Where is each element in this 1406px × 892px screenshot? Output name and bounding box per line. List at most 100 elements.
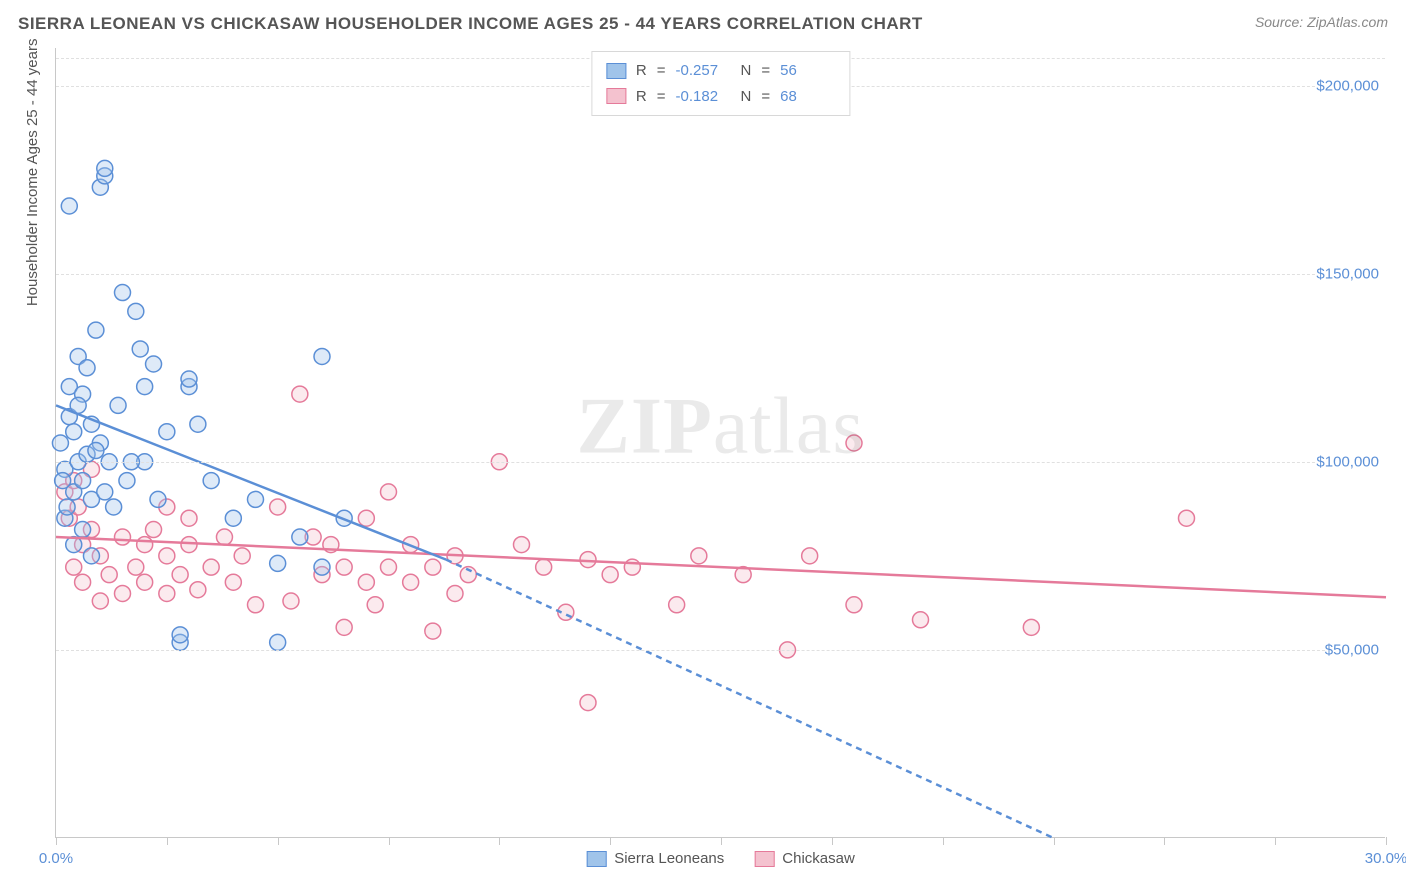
data-point: [669, 597, 685, 613]
data-point: [52, 435, 68, 451]
data-point: [602, 567, 618, 583]
x-tick: [1054, 837, 1055, 845]
data-point: [119, 473, 135, 489]
data-point: [88, 443, 104, 459]
plot-area: R = -0.257 N = 56 R = -0.182 N = 68 ZIPa…: [55, 48, 1385, 838]
r-value-sierra: -0.257: [676, 58, 731, 84]
data-point: [283, 593, 299, 609]
legend-label-chickasaw: Chickasaw: [782, 850, 855, 867]
legend-item-sierra: Sierra Leoneans: [586, 850, 724, 867]
data-point: [358, 510, 374, 526]
data-point: [314, 348, 330, 364]
data-point: [150, 491, 166, 507]
data-point: [181, 371, 197, 387]
data-point: [336, 619, 352, 635]
x-tick: [278, 837, 279, 845]
data-point: [137, 537, 153, 553]
data-point: [101, 567, 117, 583]
data-point: [248, 491, 264, 507]
data-point: [59, 499, 75, 515]
y-axis-label: Householder Income Ages 25 - 44 years: [24, 39, 41, 307]
x-tick: [610, 837, 611, 845]
correlation-legend: R = -0.257 N = 56 R = -0.182 N = 68: [591, 51, 850, 116]
data-point: [97, 484, 113, 500]
data-point: [172, 567, 188, 583]
data-point: [1179, 510, 1195, 526]
legend-label-sierra: Sierra Leoneans: [614, 850, 724, 867]
data-point: [225, 574, 241, 590]
x-tick: [499, 837, 500, 845]
n-value-chickasaw: 68: [780, 84, 835, 110]
data-point: [403, 574, 419, 590]
swatch-sierra-bottom: [586, 851, 606, 867]
legend-row-chickasaw: R = -0.182 N = 68: [606, 84, 835, 110]
data-point: [92, 593, 108, 609]
data-point: [846, 435, 862, 451]
data-point: [248, 597, 264, 613]
n-label-chickasaw: N: [741, 84, 752, 110]
data-point: [292, 386, 308, 402]
r-label-sierra: R: [636, 58, 647, 84]
data-point: [514, 537, 530, 553]
data-point: [128, 559, 144, 575]
source-label: Source: ZipAtlas.com: [1255, 14, 1388, 30]
y-tick-label: $200,000: [1316, 77, 1387, 94]
x-tick: [56, 837, 57, 845]
x-tick-label: 0.0%: [39, 850, 73, 867]
data-point: [314, 559, 330, 575]
chart-title: SIERRA LEONEAN VS CHICKASAW HOUSEHOLDER …: [18, 14, 923, 34]
data-point: [691, 548, 707, 564]
data-point: [75, 574, 91, 590]
data-point: [624, 559, 640, 575]
data-point: [203, 559, 219, 575]
data-point: [66, 424, 82, 440]
data-point: [190, 582, 206, 598]
data-point: [172, 627, 188, 643]
y-tick-label: $150,000: [1316, 265, 1387, 282]
data-point: [128, 303, 144, 319]
data-point: [381, 484, 397, 500]
gridline: [56, 462, 1385, 463]
x-tick: [832, 837, 833, 845]
legend-row-sierra: R = -0.257 N = 56: [606, 58, 835, 84]
data-point: [225, 510, 241, 526]
x-tick: [1386, 837, 1387, 845]
data-point: [536, 559, 552, 575]
data-point: [137, 574, 153, 590]
data-point: [425, 623, 441, 639]
n-value-sierra: 56: [780, 58, 835, 84]
data-point: [381, 559, 397, 575]
x-tick: [1164, 837, 1165, 845]
data-point: [846, 597, 862, 613]
data-point: [159, 548, 175, 564]
data-point: [270, 634, 286, 650]
x-tick: [1275, 837, 1276, 845]
x-tick: [389, 837, 390, 845]
data-point: [146, 522, 162, 538]
data-point: [580, 695, 596, 711]
trend-line: [56, 537, 1386, 597]
data-point: [132, 341, 148, 357]
r-label-chickasaw: R: [636, 84, 647, 110]
data-point: [447, 585, 463, 601]
data-point: [580, 552, 596, 568]
data-point: [106, 499, 122, 515]
y-tick-label: $50,000: [1325, 641, 1387, 658]
data-point: [913, 612, 929, 628]
swatch-chickasaw: [606, 88, 626, 104]
data-point: [88, 322, 104, 338]
trend-line: [446, 560, 1053, 838]
data-point: [203, 473, 219, 489]
data-point: [270, 499, 286, 515]
n-label-sierra: N: [741, 58, 752, 84]
swatch-sierra: [606, 63, 626, 79]
series-legend: Sierra Leoneans Chickasaw: [586, 850, 855, 867]
data-point: [146, 356, 162, 372]
data-point: [802, 548, 818, 564]
gridline: [56, 274, 1385, 275]
data-point: [75, 522, 91, 538]
data-point: [367, 597, 383, 613]
legend-item-chickasaw: Chickasaw: [754, 850, 855, 867]
data-point: [110, 397, 126, 413]
y-tick-label: $100,000: [1316, 453, 1387, 470]
